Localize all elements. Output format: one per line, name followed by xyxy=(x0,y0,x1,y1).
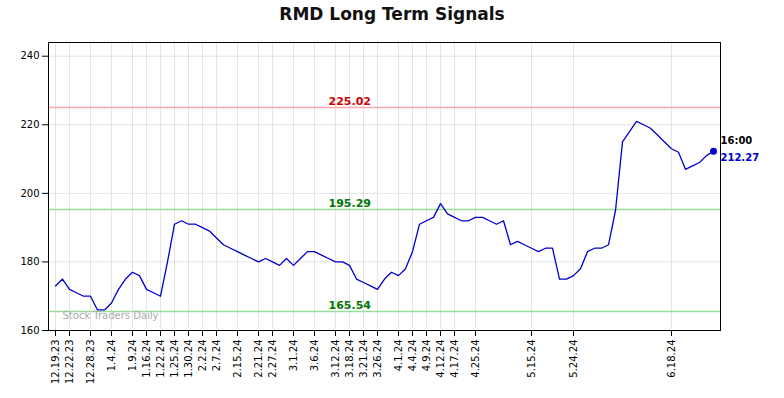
svg-text:3.6.24: 3.6.24 xyxy=(309,340,320,372)
svg-text:1.25.24: 1.25.24 xyxy=(169,340,180,378)
svg-text:240: 240 xyxy=(20,50,39,61)
svg-text:4.17.24: 4.17.24 xyxy=(449,340,460,378)
svg-text:2.21.24: 2.21.24 xyxy=(253,340,264,378)
svg-text:6.18.24: 6.18.24 xyxy=(666,340,677,378)
svg-text:2.2.24: 2.2.24 xyxy=(197,340,208,372)
svg-text:4.9.24: 4.9.24 xyxy=(421,340,432,372)
svg-text:12.19.23: 12.19.23 xyxy=(50,340,61,385)
svg-text:12.22.23: 12.22.23 xyxy=(64,340,75,385)
svg-text:2.7.24: 2.7.24 xyxy=(211,340,222,372)
svg-text:4.25.24: 4.25.24 xyxy=(470,340,481,378)
svg-text:16:00: 16:00 xyxy=(721,135,753,146)
svg-text:1.30.24: 1.30.24 xyxy=(183,340,194,378)
svg-text:3.1.24: 3.1.24 xyxy=(288,340,299,372)
svg-text:165.54: 165.54 xyxy=(329,299,372,312)
svg-text:12.28.23: 12.28.23 xyxy=(85,340,96,385)
svg-text:4.4.24: 4.4.24 xyxy=(407,340,418,372)
svg-text:3.26.24: 3.26.24 xyxy=(372,340,383,378)
svg-text:Stock Traders Daily: Stock Traders Daily xyxy=(63,310,159,321)
svg-text:1.9.24: 1.9.24 xyxy=(127,340,138,372)
svg-text:4.1.24: 4.1.24 xyxy=(393,340,404,372)
svg-text:3.12.24: 3.12.24 xyxy=(330,340,341,378)
svg-text:220: 220 xyxy=(20,119,39,130)
svg-text:3.21.24: 3.21.24 xyxy=(358,340,369,378)
html-text:RMD Long Term Signals: RMD Long Term Signals xyxy=(279,4,505,24)
svg-text:195.29: 195.29 xyxy=(329,197,371,210)
svg-text:1.4.24: 1.4.24 xyxy=(106,340,117,372)
svg-text:4.12.24: 4.12.24 xyxy=(435,340,446,378)
svg-text:180: 180 xyxy=(20,256,39,267)
svg-text:2.15.24: 2.15.24 xyxy=(232,340,243,378)
svg-text:5.15.24: 5.15.24 xyxy=(526,340,537,378)
svg-text:2.27.24: 2.27.24 xyxy=(267,340,278,378)
svg-text:5.24.24: 5.24.24 xyxy=(568,340,579,378)
svg-text:200: 200 xyxy=(20,188,39,199)
svg-text:160: 160 xyxy=(20,325,39,336)
svg-text:3.18.24: 3.18.24 xyxy=(344,340,355,378)
svg-text:1.16.24: 1.16.24 xyxy=(141,340,152,378)
svg-text:212.27: 212.27 xyxy=(721,152,760,163)
svg-text:1.22.24: 1.22.24 xyxy=(155,340,166,378)
svg-text:225.02: 225.02 xyxy=(329,95,371,108)
